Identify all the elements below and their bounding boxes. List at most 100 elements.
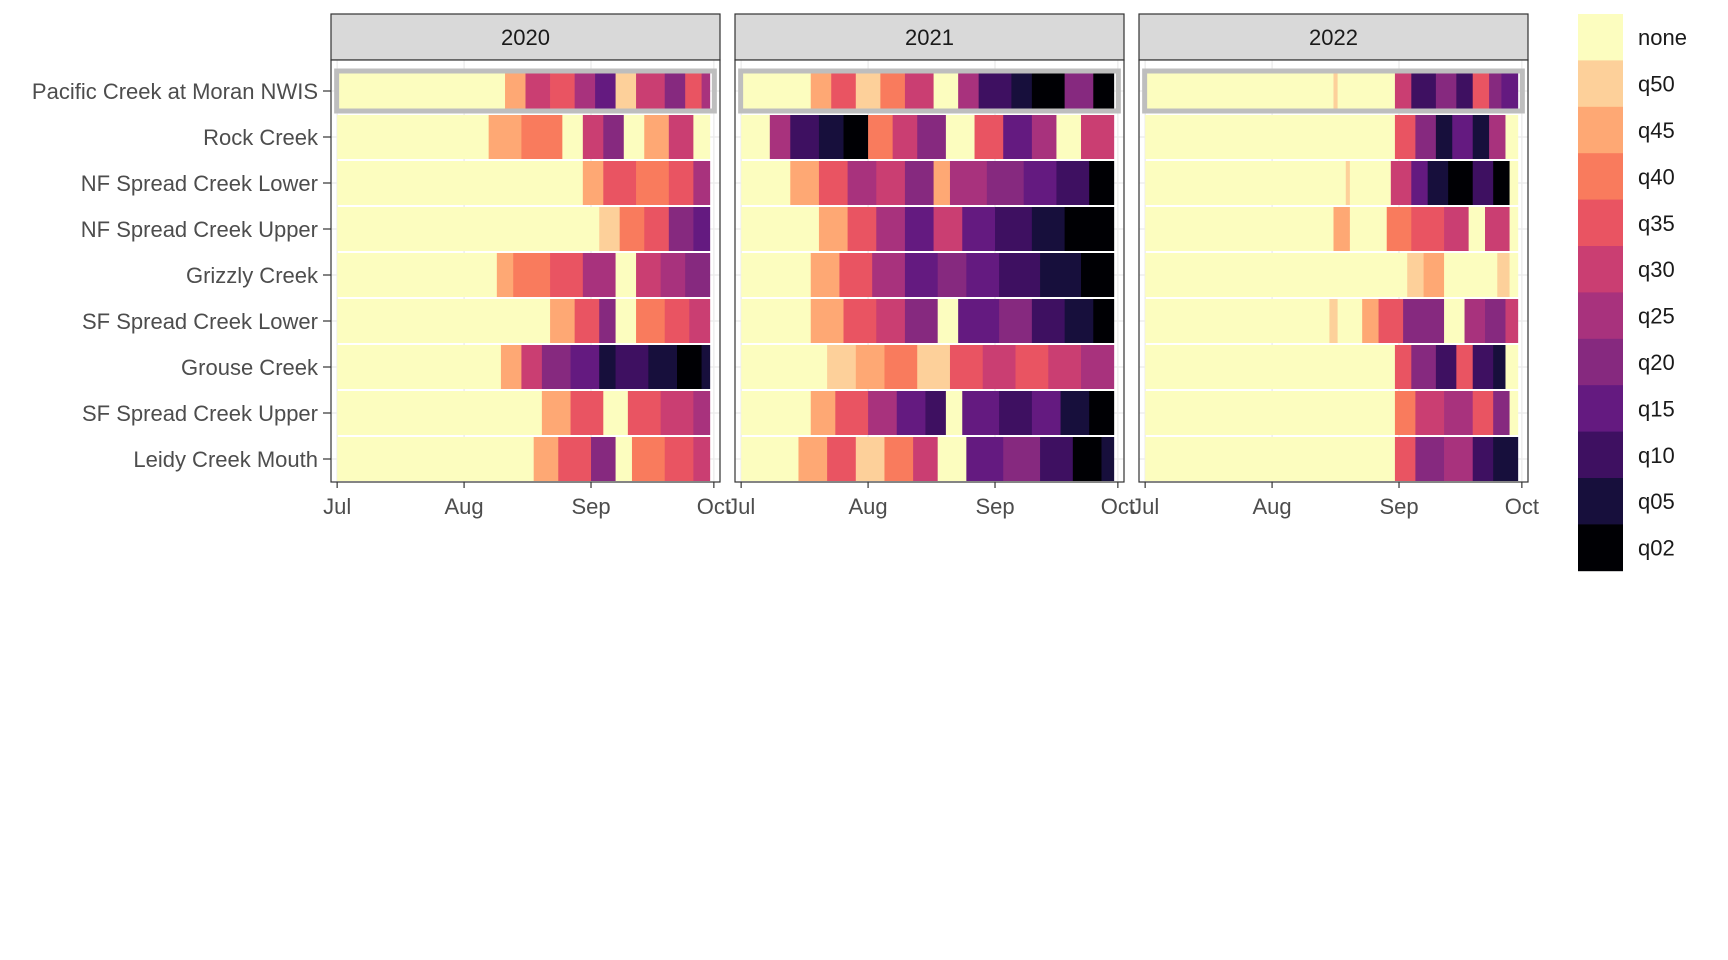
heat-tile (1505, 299, 1519, 343)
heat-tile (1145, 161, 1347, 205)
heat-tile (1509, 253, 1519, 297)
heat-tile (1435, 69, 1457, 113)
heat-tile (999, 299, 1033, 343)
heat-tile (1145, 345, 1396, 389)
heat-tile (1048, 345, 1082, 389)
heat-tile (337, 437, 535, 481)
heat-tile (693, 207, 711, 251)
heat-tile (904, 207, 934, 251)
heat-tile (1394, 115, 1416, 159)
legend-key (1578, 431, 1623, 479)
heat-tile (741, 207, 820, 251)
heat-tile (1064, 207, 1115, 251)
legend: none q50 q45 q40 q35 q30 q25 q20 q15 q10 q05 q02 (1578, 14, 1687, 572)
heat-tile (1040, 253, 1082, 297)
heat-tile (855, 345, 885, 389)
heat-tile (1415, 391, 1445, 435)
heat-tile (1493, 437, 1519, 481)
facet-strip-label: 2020 (501, 25, 550, 50)
heat-tile (1509, 161, 1519, 205)
heat-tile (550, 69, 576, 113)
heat-tile (1415, 437, 1445, 481)
x-tick-label: Jul (323, 494, 351, 519)
heat-tile (1411, 345, 1437, 389)
heat-tile (1089, 161, 1115, 205)
heat-tile (693, 391, 711, 435)
heat-tile (847, 161, 877, 205)
heat-tile (1145, 115, 1396, 159)
heat-tile (1093, 69, 1115, 113)
heat-tile (1031, 69, 1066, 113)
legend-key (1578, 199, 1623, 247)
heat-tile (937, 253, 967, 297)
heat-tile (1386, 207, 1412, 251)
x-tick-label: Sep (1379, 494, 1418, 519)
heat-tile (1333, 207, 1351, 251)
heat-tile (660, 391, 694, 435)
heat-tile (831, 69, 857, 113)
heat-tile (1472, 391, 1494, 435)
heat-tile (974, 115, 1004, 159)
heat-tile (843, 299, 877, 343)
site-label: NF Spread Creek Lower (81, 171, 318, 196)
heat-tile (741, 391, 812, 435)
heat-tile (1040, 437, 1074, 481)
legend-label: q02 (1638, 536, 1675, 561)
x-tick-label: Aug (1253, 494, 1292, 519)
heat-tile (741, 115, 771, 159)
heat-tile (1349, 161, 1392, 205)
heat-tile (810, 391, 836, 435)
heat-tile (337, 207, 600, 251)
heat-tile (1493, 345, 1506, 389)
heat-tile (1064, 69, 1094, 113)
heat-tile (337, 115, 490, 159)
heat-tile (615, 437, 633, 481)
heat-tile (904, 69, 934, 113)
facet-strip (1138, 13, 1529, 61)
heat-tile (664, 299, 690, 343)
heat-tile (1444, 437, 1474, 481)
heat-tile (1444, 253, 1498, 297)
heat-tile (1378, 299, 1404, 343)
legend-key (1578, 60, 1623, 108)
heat-tile (558, 437, 592, 481)
heat-tile (1011, 69, 1033, 113)
heat-tile (623, 115, 645, 159)
heat-tile (627, 391, 662, 435)
heat-tile (525, 69, 551, 113)
heat-tile (685, 253, 711, 297)
legend-key (1578, 478, 1623, 525)
highlight-box (738, 68, 1121, 114)
site-label: Grizzly Creek (186, 263, 319, 288)
heat-tile (1081, 253, 1115, 297)
legend-label: q20 (1638, 350, 1675, 375)
heat-tile (1394, 437, 1416, 481)
heat-tile (741, 345, 828, 389)
heat-tile (591, 437, 616, 481)
heat-tile (1485, 299, 1506, 343)
heat-tile (636, 161, 670, 205)
highlight-box (334, 68, 717, 114)
heat-tile (603, 115, 625, 159)
x-tick-label: Oct (697, 494, 731, 519)
x-tick-label: Sep (975, 494, 1014, 519)
heat-tile (521, 115, 563, 159)
heat-tile (1394, 69, 1412, 113)
legend-label: q45 (1638, 118, 1675, 143)
heat-tile (582, 161, 604, 205)
heat-tile (693, 115, 711, 159)
heat-tile (933, 69, 959, 113)
heat-tile (574, 69, 596, 113)
heat-tile (741, 437, 799, 481)
heat-tile (636, 253, 662, 297)
legend-label: q10 (1638, 443, 1675, 468)
heat-tile (496, 253, 514, 297)
heat-tiles (741, 69, 1115, 481)
heat-tile (1435, 115, 1453, 159)
heat-tile (513, 253, 551, 297)
heat-tile (689, 299, 711, 343)
heat-tile (1333, 69, 1338, 113)
heat-tiles (337, 69, 711, 481)
heat-tile (925, 391, 947, 435)
heat-tile (1468, 207, 1486, 251)
